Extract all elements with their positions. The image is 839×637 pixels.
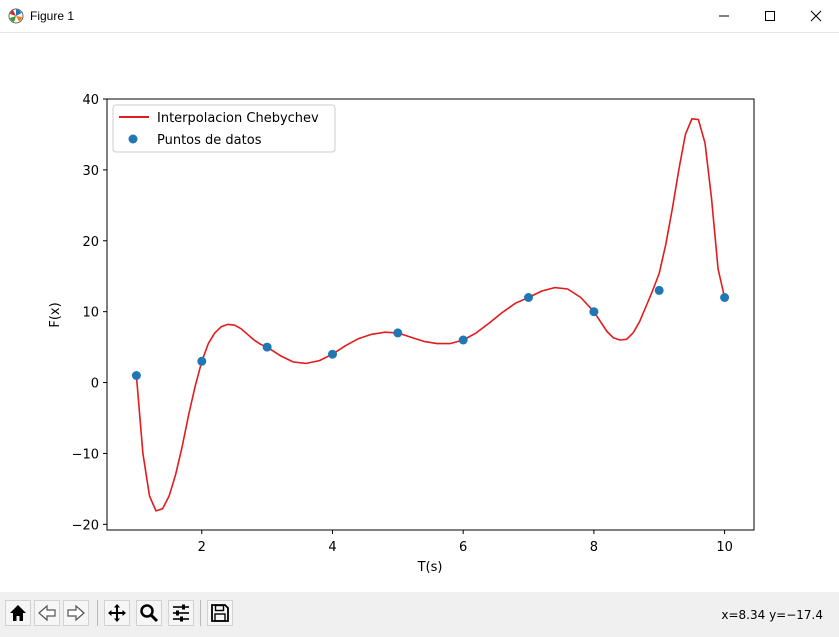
close-button[interactable] [793,0,839,32]
title-bar: Figure 1 [0,0,839,33]
data-point [262,342,272,352]
toolbar-separator [97,600,98,626]
x-tick-label: 6 [459,540,467,555]
forward-button[interactable] [63,600,89,626]
legend-label-data-points: Puntos de datos [157,133,262,148]
data-point [720,293,730,302]
data-point [328,349,337,359]
chart: 2 4 6 8 10 −20 −10 0 10 20 30 40 T(s) F(x) Interpol… [48,93,755,575]
y-tick-label: 20 [82,235,99,250]
pan-button[interactable] [104,600,130,626]
series-line-interpolation [135,118,726,512]
back-arrow-icon [38,604,56,622]
legend-scatter-marker [128,134,138,144]
floppy-disk-icon [211,604,229,622]
cursor-coordinates: x=8.34 y=−17.4 [721,608,823,622]
home-icon [10,605,26,621]
x-axis-label: T(s) [417,560,443,575]
data-point [524,293,533,302]
save-button[interactable] [207,600,233,626]
y-tick-label: −10 [72,447,99,462]
maximize-icon [765,11,775,21]
move-icon [108,604,126,622]
configure-subplots-button[interactable] [168,600,194,626]
data-point [654,285,664,295]
zoom-button[interactable] [136,600,162,626]
y-tick-label: 10 [82,306,99,321]
data-point [589,307,599,317]
x-tick-label: 2 [198,540,206,555]
navigation-toolbar: x=8.34 y=−17.4 [0,592,839,637]
legend-label-interpolation: Interpolacion Chebychev [157,111,319,126]
matplotlib-logo-icon [8,8,24,24]
window-title: Figure 1 [30,9,75,23]
legend: Interpolacion Chebychev Puntos de datos [112,104,336,153]
legend-box [112,104,336,153]
home-button[interactable] [5,600,31,626]
y-tick-label: −20 [72,518,99,533]
y-axis-label: F(x) [48,302,63,327]
x-tick-label: 4 [328,540,336,555]
x-tick-label: 8 [590,540,598,555]
magnifier-icon [140,604,159,623]
minimize-button[interactable] [701,0,747,32]
y-tick-label: 40 [82,93,99,108]
forward-arrow-icon [67,604,85,622]
toolbar-separator [200,600,201,626]
axes-frame [106,98,755,531]
maximize-button[interactable] [747,0,793,32]
figure-canvas[interactable]: 2 4 6 8 10 −20 −10 0 10 20 30 40 T(s) F(x) Interpol… [0,33,839,592]
data-point [458,335,468,345]
x-tick-label: 10 [716,540,733,555]
y-tick-label: 0 [91,377,99,392]
data-point [131,371,141,380]
sliders-icon [173,604,189,622]
data-point [197,356,207,366]
y-tick-label: 30 [82,164,99,179]
data-point [393,328,403,338]
minimize-icon [719,15,729,17]
close-icon [810,10,822,22]
back-button[interactable] [34,600,60,626]
